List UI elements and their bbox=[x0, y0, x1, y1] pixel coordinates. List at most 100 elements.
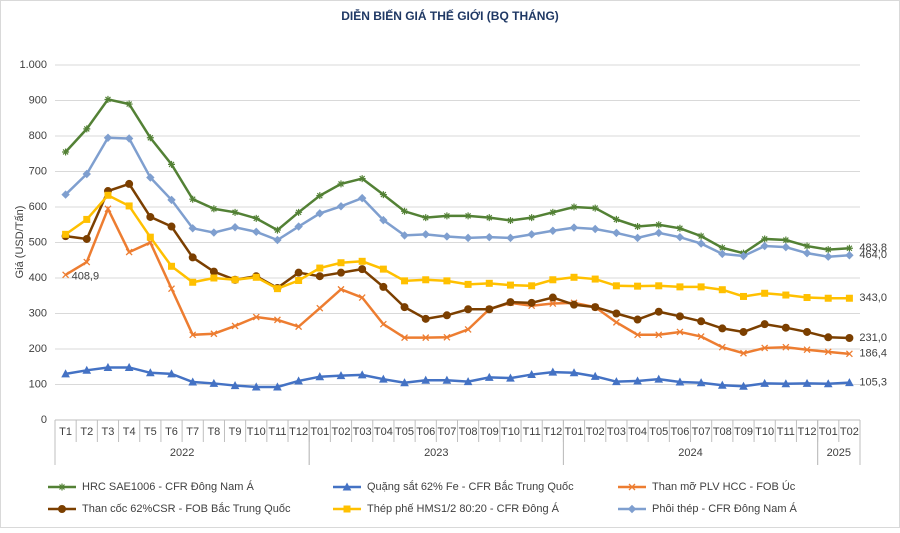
y-tick-label: 400 bbox=[29, 272, 47, 284]
point bbox=[569, 368, 579, 377]
point bbox=[379, 265, 387, 273]
point bbox=[803, 294, 811, 302]
point bbox=[612, 282, 620, 290]
y-tick-label: 800 bbox=[29, 130, 47, 142]
point bbox=[654, 374, 664, 383]
point bbox=[294, 376, 303, 385]
point bbox=[273, 226, 281, 234]
x-tick-label: T05 bbox=[395, 426, 414, 438]
point bbox=[273, 285, 281, 293]
point bbox=[357, 370, 367, 379]
point bbox=[83, 125, 91, 133]
point bbox=[273, 382, 282, 391]
point bbox=[654, 307, 663, 316]
x-tick-label: T03 bbox=[353, 426, 372, 438]
point bbox=[294, 268, 303, 277]
point bbox=[168, 262, 176, 270]
x-tick-label: T9 bbox=[229, 426, 242, 438]
point bbox=[189, 195, 197, 203]
x-tick-label: T1 bbox=[59, 426, 72, 438]
point bbox=[781, 242, 791, 252]
point bbox=[591, 204, 599, 212]
point bbox=[718, 343, 726, 351]
x-tick-label: T02 bbox=[840, 426, 859, 438]
point bbox=[675, 312, 684, 321]
point bbox=[760, 320, 769, 329]
data-label: 408,9 bbox=[72, 271, 100, 283]
y-axis-title: Giá (USD/Tấn) bbox=[14, 206, 26, 279]
x-tick-label: T09 bbox=[480, 426, 499, 438]
point bbox=[697, 333, 705, 341]
point bbox=[760, 378, 770, 387]
point bbox=[676, 283, 684, 291]
point bbox=[442, 311, 451, 320]
x-tick-label: T07 bbox=[437, 426, 456, 438]
point bbox=[718, 286, 726, 294]
series-line bbox=[64, 193, 850, 300]
point bbox=[718, 324, 727, 333]
point bbox=[400, 378, 409, 387]
point bbox=[845, 244, 853, 252]
point bbox=[442, 375, 452, 384]
point bbox=[506, 233, 515, 243]
point bbox=[590, 224, 600, 234]
point bbox=[655, 221, 663, 229]
point bbox=[167, 369, 176, 378]
point bbox=[697, 232, 705, 240]
point bbox=[570, 273, 578, 281]
point bbox=[315, 209, 325, 218]
point bbox=[210, 330, 218, 338]
x-tick-label: T01 bbox=[310, 426, 329, 438]
legend-marker bbox=[627, 504, 637, 514]
x-tick-label: T01 bbox=[565, 426, 584, 438]
point bbox=[231, 208, 239, 216]
legend-label: Phôi thép - CFR Đông Nam Á bbox=[652, 502, 798, 515]
point bbox=[548, 293, 557, 302]
point bbox=[125, 100, 133, 108]
point bbox=[82, 169, 91, 179]
point bbox=[421, 230, 430, 239]
point bbox=[421, 314, 430, 323]
point bbox=[358, 294, 366, 301]
point bbox=[337, 180, 345, 188]
point bbox=[379, 215, 388, 225]
legend-label: Thép phế HMS1/2 80:20 - CFR Đông Á bbox=[367, 502, 560, 515]
point bbox=[401, 207, 409, 215]
point bbox=[527, 298, 536, 307]
x-tick-label: T04 bbox=[374, 426, 393, 438]
point bbox=[717, 380, 727, 389]
point bbox=[760, 241, 769, 251]
point bbox=[612, 215, 620, 223]
legend-label: Than mỡ PLV HCC - FOB Úc bbox=[652, 480, 796, 493]
legend-label: HRC SAE1006 - CFR Đông Nam Á bbox=[82, 480, 254, 493]
point bbox=[549, 276, 557, 284]
point bbox=[464, 280, 472, 288]
chart-title: DIỄN BIẾN GIÁ THẾ GIỚI (BQ THÁNG) bbox=[341, 8, 559, 23]
point bbox=[62, 271, 70, 279]
point bbox=[273, 235, 282, 245]
point bbox=[103, 133, 113, 142]
x-tick-label: T04 bbox=[628, 426, 647, 438]
point bbox=[463, 377, 473, 386]
point bbox=[231, 322, 239, 330]
point bbox=[62, 148, 70, 156]
legend-marker bbox=[343, 505, 351, 513]
point bbox=[83, 215, 91, 223]
point bbox=[442, 232, 452, 241]
point bbox=[697, 283, 705, 291]
legend-marker bbox=[58, 483, 66, 491]
point bbox=[824, 246, 832, 254]
point bbox=[634, 282, 642, 290]
point bbox=[676, 224, 684, 232]
y-tick-label: 300 bbox=[29, 307, 47, 319]
point bbox=[612, 309, 621, 318]
x-tick-label: T7 bbox=[186, 426, 199, 438]
point bbox=[167, 195, 176, 205]
point bbox=[782, 236, 790, 244]
point bbox=[357, 193, 367, 203]
point bbox=[103, 362, 113, 371]
point bbox=[146, 212, 155, 221]
point bbox=[316, 264, 324, 272]
y-tick-label: 700 bbox=[29, 165, 47, 177]
point bbox=[189, 278, 197, 286]
